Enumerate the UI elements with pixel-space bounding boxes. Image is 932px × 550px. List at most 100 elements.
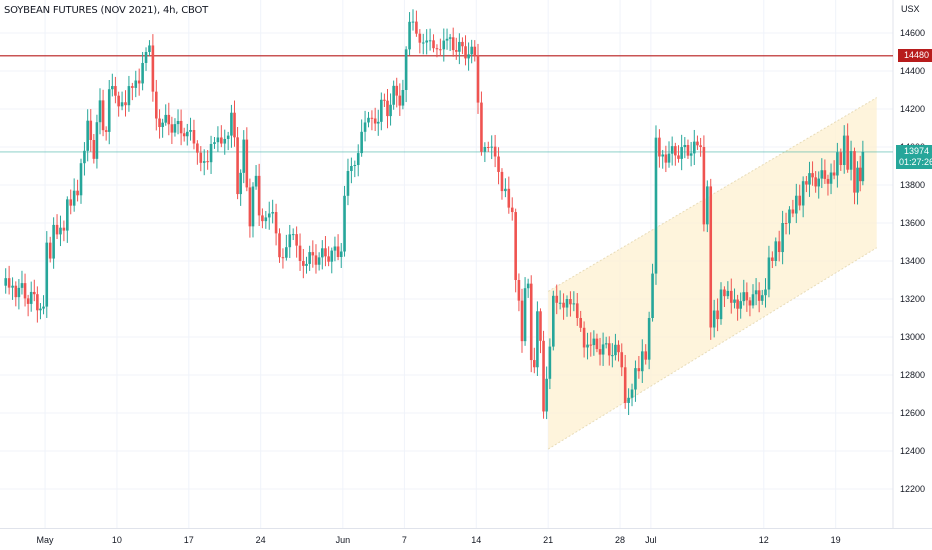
candle-body <box>686 145 690 156</box>
bar-countdown: 01:27:26 <box>899 156 932 167</box>
candle-body <box>677 155 680 159</box>
candle-body <box>264 217 268 222</box>
candle-body <box>736 299 739 309</box>
candle-body <box>486 147 490 148</box>
candle-body <box>814 177 817 187</box>
candle-body <box>245 139 249 188</box>
candle-body <box>267 213 271 218</box>
candle-body <box>589 344 593 346</box>
candle-body <box>373 118 377 124</box>
candle-body <box>52 224 55 259</box>
candle-body <box>92 139 96 159</box>
candle-body <box>692 141 696 154</box>
candle-body <box>493 146 497 157</box>
candle-body <box>356 153 360 166</box>
candle-body <box>223 138 227 144</box>
chart-title: SOYBEAN FUTURES (NOV 2021), 4h, CBOT <box>4 5 209 16</box>
candle-body <box>829 172 833 184</box>
candle-body <box>314 255 318 265</box>
candle-body <box>510 207 514 213</box>
candle-body <box>48 242 52 259</box>
candle-body <box>98 100 102 123</box>
candle-body <box>36 294 39 311</box>
candle-body <box>558 302 562 304</box>
candle-body <box>4 278 8 286</box>
candle-body <box>784 223 788 224</box>
candle-body <box>614 344 617 356</box>
candle-body <box>216 137 220 143</box>
candle-body <box>29 291 33 304</box>
candle-body <box>120 102 124 107</box>
candle-body <box>7 278 11 288</box>
candle-body <box>192 129 196 144</box>
time-tick-label: Jul <box>645 535 657 545</box>
candle-body <box>11 285 14 288</box>
price-tick-label: 13400 <box>900 256 925 266</box>
candle-body <box>392 85 395 105</box>
candle-body <box>644 351 648 360</box>
candle-body <box>658 137 661 157</box>
candle-body <box>86 120 89 151</box>
candle-body <box>670 146 674 154</box>
candle-body <box>536 311 539 368</box>
candle-body <box>155 91 158 119</box>
candle-body <box>820 170 824 179</box>
candle-body <box>733 299 736 303</box>
candle-body <box>464 46 467 59</box>
candle-body <box>473 46 477 56</box>
candle-body <box>739 301 742 309</box>
candle-body <box>781 223 784 253</box>
price-tick-label: 13600 <box>900 218 925 228</box>
candle-body <box>26 298 30 304</box>
candle-body <box>353 165 357 167</box>
candle-body <box>836 152 839 176</box>
time-tick-label: 28 <box>615 535 625 545</box>
candle-body <box>23 283 27 299</box>
candle-body <box>101 100 105 131</box>
candle-body <box>389 104 392 117</box>
candle-body <box>170 124 174 133</box>
candle-body <box>161 122 164 128</box>
candle-body <box>647 318 651 360</box>
time-tick-label: 24 <box>256 535 266 545</box>
candle-body <box>754 290 758 295</box>
price-tick-label: 14400 <box>900 66 925 76</box>
candle-body <box>418 33 422 43</box>
candle-body <box>861 151 865 182</box>
candle-body <box>458 41 461 52</box>
candle-body <box>137 80 141 84</box>
candle-body <box>32 291 36 295</box>
candle-body <box>343 195 346 252</box>
candle-body <box>514 212 517 280</box>
candle-body <box>702 147 706 225</box>
candle-body <box>209 143 213 163</box>
candle-body <box>398 95 402 106</box>
candle-body <box>683 145 687 148</box>
candle-body <box>856 167 859 193</box>
candle-body <box>76 190 79 196</box>
candle-body <box>842 135 846 166</box>
candle-body <box>637 368 641 372</box>
candle-body <box>853 151 856 193</box>
candle-body <box>764 289 767 296</box>
candle-body <box>611 355 614 357</box>
time-tick-label: 14 <box>471 535 481 545</box>
candle-body <box>654 137 658 274</box>
candle-body <box>363 122 367 132</box>
time-tick-label: May <box>37 535 55 545</box>
candle-body <box>164 114 168 123</box>
candle-body <box>627 397 630 403</box>
candle-body <box>242 139 246 173</box>
candle-body <box>206 161 209 163</box>
candle-body <box>555 295 559 303</box>
price-tick-label: 12600 <box>900 408 925 418</box>
candle-body <box>380 99 383 122</box>
candle-body <box>236 137 239 195</box>
candle-body <box>425 40 428 43</box>
candle-body <box>14 285 18 298</box>
candle-body <box>542 340 545 412</box>
candle-body <box>248 187 252 227</box>
candle-body <box>439 49 442 51</box>
candle-body <box>330 250 334 262</box>
